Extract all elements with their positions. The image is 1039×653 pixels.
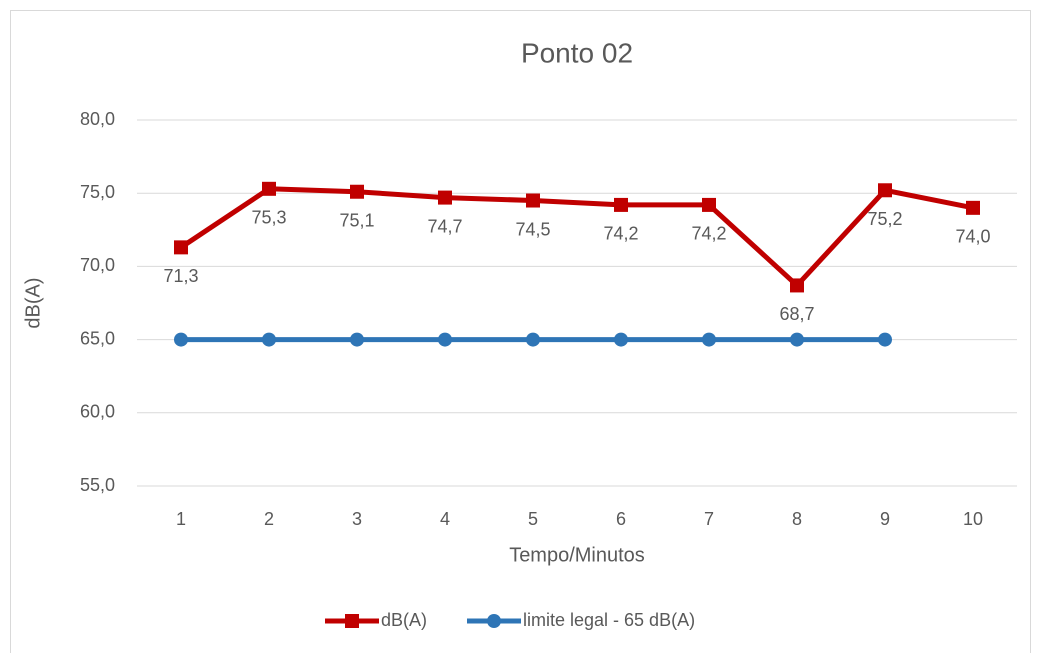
data-point bbox=[262, 332, 276, 347]
chart-title: Ponto 02 bbox=[521, 37, 633, 68]
x-tick-label: 3 bbox=[352, 509, 362, 529]
x-tick-label: 5 bbox=[528, 509, 538, 529]
series-line bbox=[179, 186, 974, 288]
y-tick-label: 60,0 bbox=[80, 402, 115, 422]
data-point bbox=[438, 332, 452, 347]
data-point bbox=[702, 332, 716, 347]
data-point bbox=[350, 184, 364, 199]
data-point bbox=[526, 193, 540, 208]
data-label: 75,1 bbox=[339, 210, 374, 230]
data-point bbox=[614, 332, 628, 347]
y-axis-label: dB(A) bbox=[22, 277, 44, 328]
data-label: 68,7 bbox=[779, 304, 814, 324]
legend-label: dB(A) bbox=[381, 610, 427, 630]
data-point bbox=[174, 332, 188, 347]
data-point bbox=[350, 332, 364, 347]
legend-marker bbox=[345, 614, 359, 628]
y-tick-label: 55,0 bbox=[80, 475, 115, 495]
data-point bbox=[438, 190, 452, 205]
x-tick-label: 1 bbox=[176, 509, 186, 529]
x-tick-label: 2 bbox=[264, 509, 274, 529]
x-tick-label: 9 bbox=[880, 509, 890, 529]
data-point bbox=[702, 197, 716, 212]
data-label: 75,2 bbox=[867, 209, 902, 229]
data-point bbox=[526, 332, 540, 347]
data-label: 74,7 bbox=[427, 216, 462, 236]
legend-marker bbox=[487, 614, 501, 628]
data-point bbox=[174, 240, 188, 255]
data-point bbox=[262, 181, 276, 196]
x-tick-label: 7 bbox=[704, 509, 714, 529]
x-tick-label: 6 bbox=[616, 509, 626, 529]
y-tick-label: 80,0 bbox=[80, 109, 115, 129]
x-tick-label: 4 bbox=[440, 509, 450, 529]
data-label: 74,5 bbox=[515, 219, 550, 239]
data-label: 71,3 bbox=[163, 266, 198, 286]
y-tick-label: 70,0 bbox=[80, 255, 115, 275]
data-point bbox=[878, 183, 892, 198]
data-label: 74,0 bbox=[955, 227, 990, 247]
x-tick-label: 10 bbox=[963, 509, 983, 529]
data-label: 74,2 bbox=[603, 224, 638, 244]
x-tick-label: 8 bbox=[792, 509, 802, 529]
data-point bbox=[966, 200, 980, 215]
data-point bbox=[790, 278, 804, 293]
y-tick-label: 65,0 bbox=[80, 328, 115, 348]
y-tick-label: 75,0 bbox=[80, 182, 115, 202]
data-point bbox=[790, 332, 804, 347]
x-axis-label: Tempo/Minutos bbox=[509, 544, 645, 566]
data-point bbox=[614, 197, 628, 212]
data-point bbox=[878, 332, 892, 347]
chart-border bbox=[10, 10, 1031, 653]
data-label: 75,3 bbox=[251, 208, 286, 228]
data-label: 74,2 bbox=[691, 224, 726, 244]
legend-label: limite legal - 65 dB(A) bbox=[523, 610, 695, 630]
